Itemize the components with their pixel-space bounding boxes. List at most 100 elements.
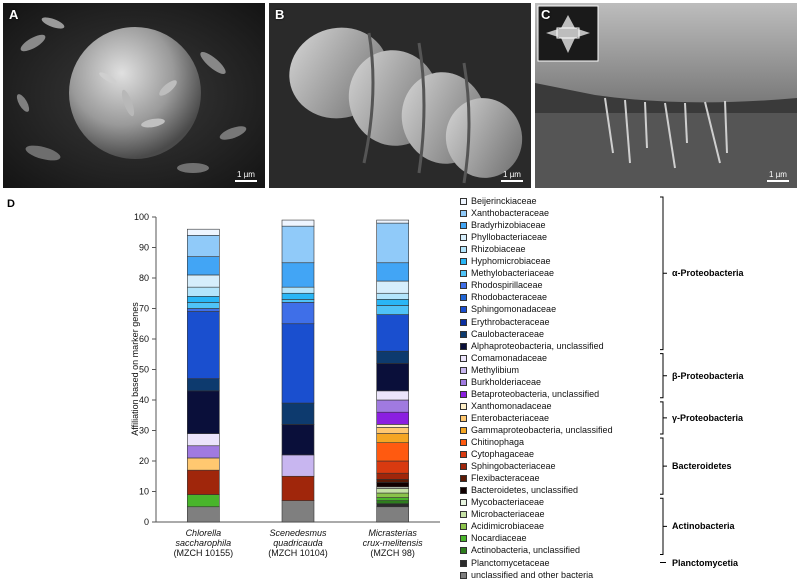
group-bracket: [660, 401, 667, 435]
legend-swatch: [460, 234, 467, 242]
legend-item: Alphaproteobacteria, unclassified: [460, 341, 604, 351]
legend-label: Sphingobacteriaceae: [471, 461, 556, 472]
legend-swatch: [460, 246, 467, 254]
legend-swatch: [460, 426, 467, 434]
bar-segment: [376, 424, 409, 428]
legend-label: Hyphomicrobiaceae: [471, 256, 551, 267]
legend-swatch: [460, 330, 467, 338]
bar-segment: [187, 274, 220, 288]
x-category-label: (MZCH 10104): [268, 548, 328, 558]
bar-segment: [187, 308, 220, 312]
sem-image-c: [535, 3, 797, 188]
legend-swatch: [460, 318, 467, 326]
legend-item: Enterobacteriaceae: [460, 413, 549, 423]
bar-segment: [187, 445, 220, 459]
bar-segment: [187, 378, 220, 392]
panel-a-label: A: [9, 7, 19, 22]
legend-item: Sphingomonadaceae: [460, 304, 556, 314]
legend-item: Comamonadaceae: [460, 353, 547, 363]
legend-swatch: [460, 451, 467, 459]
legend-item: Xanthobacteraceae: [460, 208, 549, 218]
legend-swatch: [460, 559, 467, 567]
group-label: α-Proteobacteria: [672, 268, 744, 279]
legend-item: Nocardiaceae: [460, 533, 527, 543]
legend-label: Flexibacteraceae: [471, 473, 540, 484]
legend-label: Methylobacteriaceae: [471, 268, 555, 279]
legend-label: Actinobacteria, unclassified: [471, 545, 581, 556]
chart-bars: [187, 219, 409, 523]
legend-swatch: [460, 366, 467, 374]
x-category-label: Micrasterias: [368, 528, 417, 538]
sem-image-a: [3, 3, 265, 188]
panel-c-label: C: [541, 7, 551, 22]
legend-swatch: [460, 487, 467, 495]
chart-y-axis-label: Affiliation based on marker genes: [130, 302, 140, 436]
legend-item: Betaproteobacteria, unclassified: [460, 389, 599, 399]
group-label: γ-Proteobacteria: [672, 412, 744, 423]
x-category-label: crux-melitensis: [363, 538, 424, 548]
bar-segment: [376, 500, 409, 504]
x-category-label: Chlorella: [186, 528, 222, 538]
y-tick-label: 100: [134, 212, 149, 222]
scale-bar-c-text: 1 µm: [769, 170, 787, 179]
scale-bar-c-line: [767, 180, 789, 182]
legend-item: Flexibacteraceae: [460, 473, 540, 483]
x-category-label: quadricauda: [273, 538, 323, 548]
legend-label: Rhodospirillaceae: [471, 280, 543, 291]
legend-label: Comamonadaceae: [471, 352, 548, 363]
legend-swatch: [460, 378, 467, 386]
legend-swatch: [460, 463, 467, 471]
group-label: β-Proteobacteria: [672, 370, 744, 381]
legend-swatch: [460, 523, 467, 531]
bar-segment: [376, 390, 409, 401]
legend-item: Beijerinckiaceae: [460, 196, 537, 206]
legend-swatch: [460, 547, 467, 555]
bar-segment: [187, 433, 220, 447]
legend-swatch: [460, 414, 467, 422]
legend-item: unclassified and other bacteria: [460, 570, 593, 580]
y-tick-label: 70: [139, 304, 149, 314]
legend-swatch: [460, 210, 467, 218]
legend-label: Xanthomonadaceae: [471, 400, 552, 411]
legend-swatch: [460, 439, 467, 446]
legend-brackets: [660, 196, 667, 563]
bar-segment: [376, 411, 409, 425]
bar-segment: [281, 262, 315, 288]
sem-panel-c: C 1 µm: [535, 3, 797, 188]
bar-segment: [376, 222, 409, 264]
bar-segment: [376, 472, 409, 480]
legend-item: Cytophagaceae: [460, 449, 534, 459]
bar-segment: [376, 399, 409, 413]
legend-swatch: [460, 270, 467, 278]
bar-segment: [376, 506, 409, 523]
bar-segment: [187, 286, 220, 297]
bar-segment: [376, 433, 409, 444]
legend-swatch: [460, 342, 467, 350]
legend-label: Planctomycetaceae: [471, 557, 550, 568]
legend-label: Nocardiaceae: [471, 533, 527, 544]
legend-swatch: [460, 198, 467, 205]
legend-label: Rhodobacteraceae: [471, 292, 548, 303]
legend-label: Beijerinckiaceae: [471, 196, 537, 206]
legend-item: Rhodobacteraceae: [460, 292, 547, 302]
bar-segment: [281, 286, 315, 294]
bar-segment: [281, 475, 315, 501]
legend-swatch: [460, 306, 467, 314]
bar-segment: [376, 497, 409, 501]
bar-segment: [281, 323, 315, 404]
bar-segment: [281, 299, 315, 303]
bar-segment: [187, 311, 220, 379]
legend-item: Xanthomonadaceae: [460, 401, 552, 411]
legend-item: Bradyrhizobiaceae: [460, 220, 546, 230]
legend-item: Rhodospirillaceae: [460, 280, 543, 290]
bar-segment: [187, 469, 220, 495]
bar-segment: [376, 219, 409, 224]
legend-label: unclassified and other bacteria: [471, 569, 594, 580]
bar-segment: [376, 460, 409, 474]
legend-swatch: [460, 511, 467, 519]
legend-label: Acidimicrobiaceae: [471, 521, 545, 532]
legend-swatch: [460, 222, 467, 230]
legend-swatch: [460, 475, 467, 483]
panel-d-label: D: [7, 198, 15, 210]
y-tick-label: 0: [144, 517, 149, 527]
